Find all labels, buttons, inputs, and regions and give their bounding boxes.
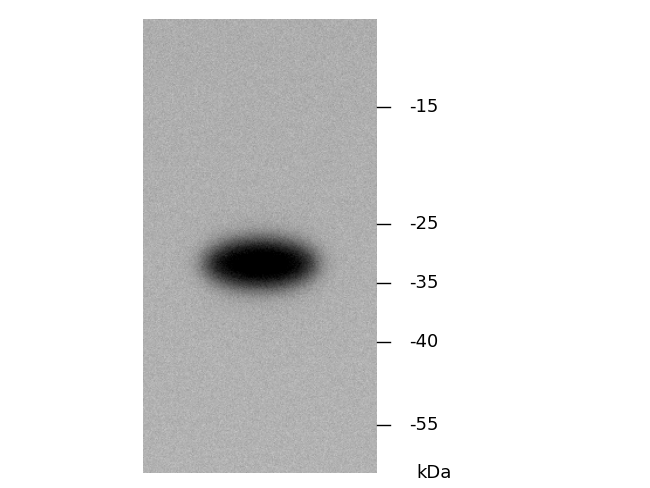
- Text: -15: -15: [410, 99, 439, 116]
- Text: -25: -25: [410, 216, 439, 233]
- Text: -35: -35: [410, 274, 439, 292]
- Text: -40: -40: [410, 333, 439, 350]
- Text: kDa: kDa: [416, 464, 451, 482]
- Text: -55: -55: [410, 416, 439, 433]
